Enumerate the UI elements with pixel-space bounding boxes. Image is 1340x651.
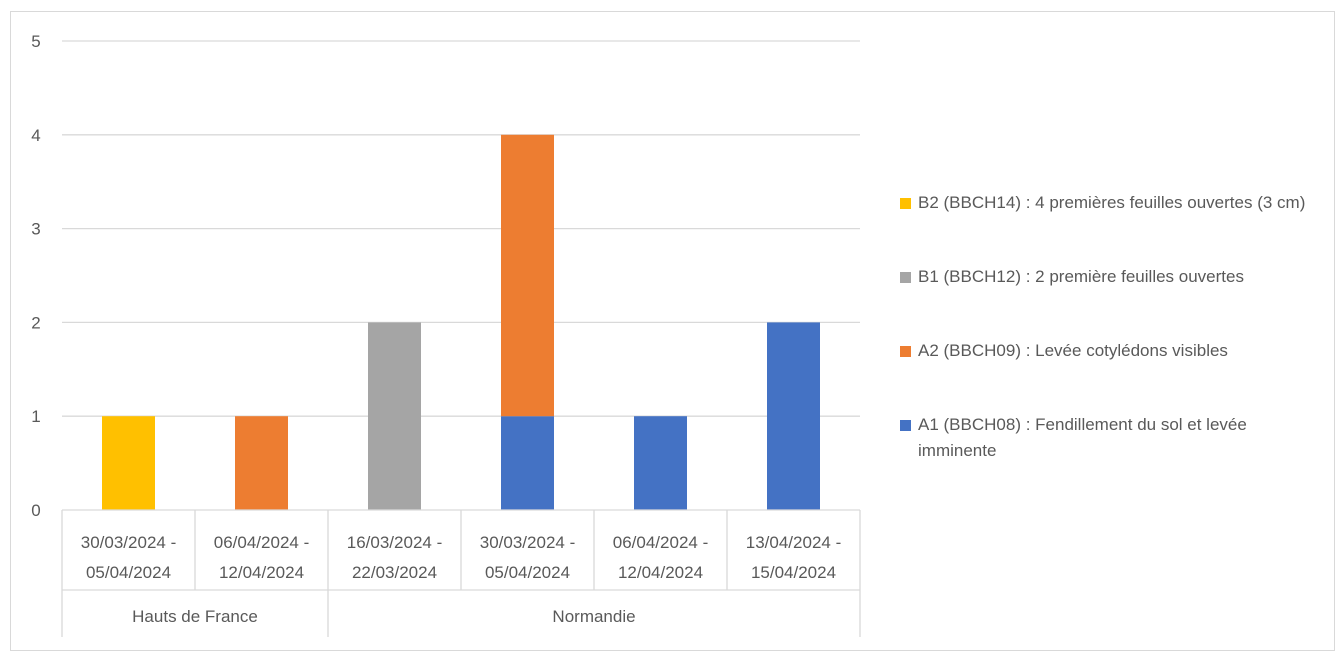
x-tick-label-line2: 15/04/2024 <box>751 563 836 582</box>
bar-segment <box>501 416 554 510</box>
x-group-label: Normandie <box>552 607 635 626</box>
chart-frame <box>10 11 1335 651</box>
x-tick-label-line1: 13/04/2024 - <box>746 533 841 552</box>
x-tick-label-line2: 22/03/2024 <box>352 563 437 582</box>
legend-swatch-b1 <box>900 272 911 283</box>
bar-segment <box>501 134 554 417</box>
x-tick-label-line1: 30/03/2024 - <box>480 533 575 552</box>
stacked-bar-chart: 0 1 2 3 4 5 30/03/2024 - 05/04/2024 06/04/2024 -… <box>31 32 861 637</box>
legend-item-a1: A1 (BBCH08) : Fendillement du sol et lev… <box>900 412 1330 464</box>
x-tick-label-line2: 05/04/2024 <box>485 563 570 582</box>
legend-swatch-a2 <box>900 346 911 357</box>
legend-label-a2: A2 (BBCH09) : Levée cotylédons visibles <box>918 341 1228 360</box>
bar-segment <box>235 416 288 510</box>
bar-segment <box>102 416 155 510</box>
x-tick-label-line2: 12/04/2024 <box>219 563 304 582</box>
gridlines <box>62 40 860 417</box>
x-tick-label-line1: 30/03/2024 - <box>81 533 176 552</box>
x-tick-label-line1: 06/04/2024 - <box>214 533 309 552</box>
y-tick-label: 5 <box>31 32 40 51</box>
x-tick-label-line2: 12/04/2024 <box>618 563 703 582</box>
bar-segment <box>767 322 820 510</box>
bars <box>102 134 820 510</box>
x-tick-label-line2: 05/04/2024 <box>86 563 171 582</box>
legend-label-a1: A1 (BBCH08) : Fendillement du sol et lev… <box>918 415 1247 460</box>
legend-label-b2: B2 (BBCH14) : 4 premières feuilles ouver… <box>918 193 1306 212</box>
x-tick-label-line1: 06/04/2024 - <box>613 533 708 552</box>
x-tick-label-line1: 16/03/2024 - <box>347 533 442 552</box>
bar-segment <box>368 322 421 510</box>
axes <box>61 509 861 637</box>
y-tick-label: 0 <box>31 501 40 520</box>
bar-segment <box>634 416 687 510</box>
legend-item-b2: B2 (BBCH14) : 4 premières feuilles ouver… <box>900 190 1330 216</box>
legend-label-b1: B1 (BBCH12) : 2 première feuilles ouvert… <box>918 267 1244 286</box>
axis-labels: 0 1 2 3 4 5 30/03/2024 - 05/04/2024 06/04/2024 -… <box>31 32 841 626</box>
x-group-label: Hauts de France <box>132 607 258 626</box>
y-tick-label: 2 <box>31 313 40 332</box>
legend-swatch-b2 <box>900 198 911 209</box>
legend-item-b1: B1 (BBCH12) : 2 première feuilles ouvert… <box>900 264 1330 290</box>
legend-swatch-a1 <box>900 420 911 431</box>
y-tick-label: 4 <box>31 126 40 145</box>
legend-item-a2: A2 (BBCH09) : Levée cotylédons visibles <box>900 338 1330 364</box>
y-tick-label: 1 <box>31 407 40 426</box>
y-tick-label: 3 <box>31 220 40 239</box>
